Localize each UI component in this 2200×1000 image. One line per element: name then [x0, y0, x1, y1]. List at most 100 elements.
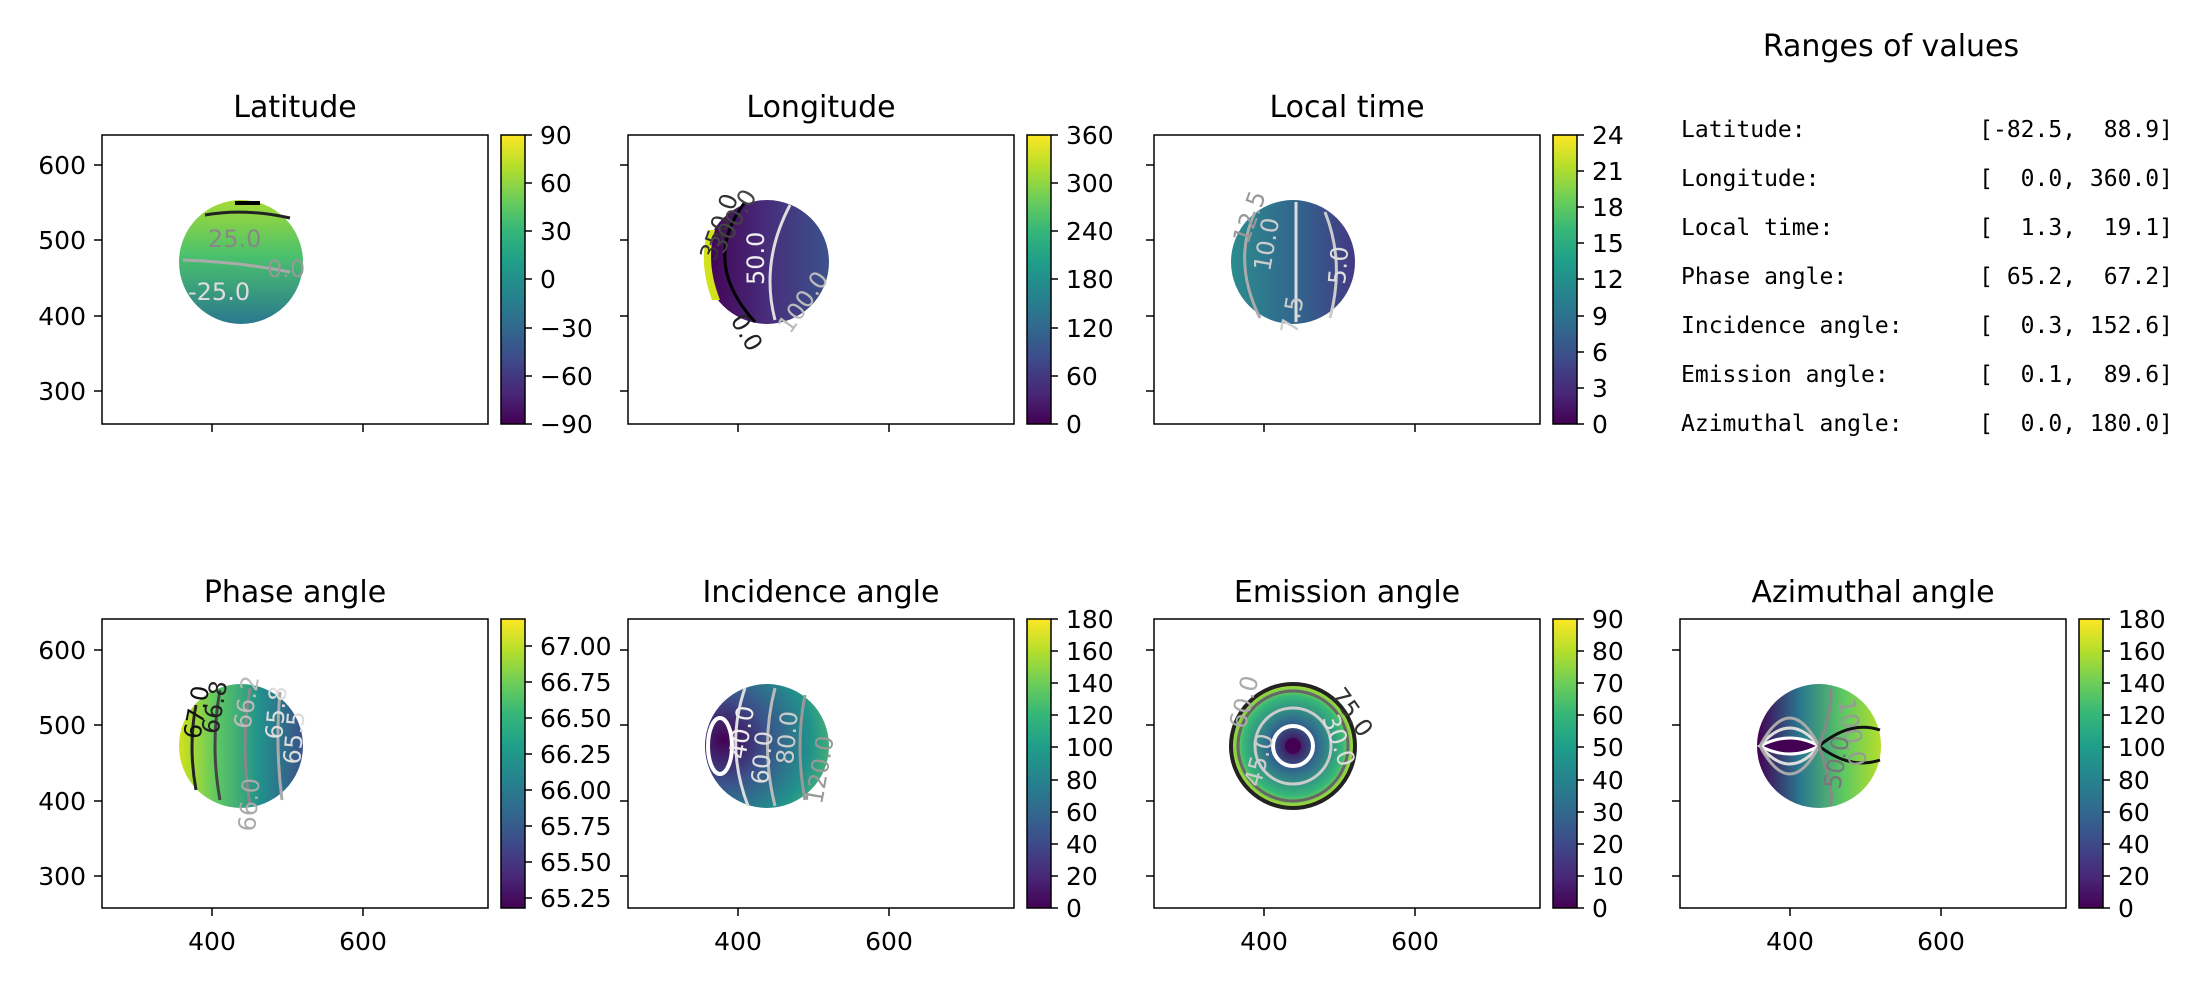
colorbar-tick-label: 100: [2118, 733, 2166, 762]
colorbar-tick-label: 40: [2118, 830, 2150, 859]
contour-label: 25.0: [208, 225, 261, 253]
y-axis: 600 500 400 300: [38, 636, 102, 891]
range-label: Azimuthal angle:: [1681, 411, 1903, 437]
contour-line: [766, 687, 777, 807]
range-value: [ 65.2, 67.2]: [1979, 264, 2173, 290]
panel-title: Emission angle: [1234, 575, 1460, 610]
x-tick-label: 600: [865, 927, 913, 956]
plot-frame: [101, 618, 489, 909]
colorbar-tick-label: 65.25: [540, 884, 612, 913]
panel-longitude: Longitude 50.0 100.0 350.0 300.0 0.0: [620, 90, 1114, 439]
colorbar-tick-label: 160: [2118, 637, 2166, 666]
contour-line: [1243, 211, 1262, 319]
x-tick-label: 600: [1917, 927, 1965, 956]
colorbar-tick-label: 24: [1592, 121, 1624, 150]
plot-frame: [1679, 618, 2067, 909]
colorbar-tick-label: 300: [1066, 169, 1114, 198]
x-tick-label: 400: [1240, 927, 1288, 956]
colorbar-tick-label: 0: [540, 265, 556, 294]
colorbar-tick-label: 80: [1066, 766, 1098, 795]
contour-line: [213, 689, 222, 801]
colorbar-tick-label: 60: [1066, 798, 1098, 827]
colorbar-tick-label: 80: [2118, 766, 2150, 795]
x-tick-label: 400: [1766, 927, 1814, 956]
x-axis: 400 600: [1766, 908, 1965, 956]
y-ticks: [620, 649, 628, 877]
range-value: [-82.5, 88.9]: [1979, 117, 2173, 143]
contour-line: [1229, 682, 1357, 810]
y-tick-label: 300: [38, 862, 86, 891]
range-value: [ 1.3, 19.1]: [1979, 215, 2173, 241]
colorbar-tick-label: 80: [1592, 637, 1624, 666]
colorbar-tick-label: 0: [2118, 894, 2134, 923]
contour-line: [204, 210, 291, 220]
contour-line: [276, 691, 284, 801]
contour-label: 66.0: [233, 777, 266, 833]
disk-edge: [703, 230, 720, 300]
y-ticks: [1672, 649, 1680, 877]
colorbar-tick-label: 90: [1592, 605, 1624, 634]
range-value: [ 0.3, 152.6]: [1979, 313, 2173, 339]
contour-line: [1818, 725, 1881, 765]
contour-line: [768, 204, 792, 321]
y-ticks: [620, 164, 628, 392]
panel-phase-angle: Phase angle 67.0 66.8 66.2 65.8 65.5 66.…: [38, 575, 611, 956]
y-axis: 600 500 400 300: [38, 151, 102, 406]
contour-line: [1253, 706, 1333, 786]
panel-title: Incidence angle: [703, 575, 940, 610]
range-label: Local time:: [1681, 215, 1833, 241]
x-tick-label: 400: [714, 927, 762, 956]
colorbar-tick-label: 65.75: [540, 812, 612, 841]
panel-title: Phase angle: [204, 575, 386, 610]
range-label: Longitude:: [1681, 166, 1819, 192]
colorbar-tick-label: 180: [1066, 605, 1114, 634]
colorbar-tick-label: 30: [540, 217, 572, 246]
x-ticks: [737, 424, 890, 432]
colorbar-tick-label: 65.50: [540, 848, 612, 877]
colorbar-tick-label: 15: [1592, 229, 1624, 258]
contour-label: 65.8: [260, 685, 293, 741]
panel-local-time: Local time 12.5 10.0 5.0 7.5: [1146, 90, 1624, 439]
contour-label: 80.0: [771, 710, 804, 766]
colorbar-tick-label: −30: [540, 314, 593, 343]
colorbar-tick-label: 160: [1066, 637, 1114, 666]
colorbar-tick-label: 120: [2118, 701, 2166, 730]
contour-label: 0.0: [267, 255, 305, 283]
y-tick-label: 300: [38, 377, 86, 406]
panel-latitude: Latitude 25.0 0.0 -25.0 600 500 400 300: [38, 90, 592, 439]
colorbar: 180 160 140 120 100 80 60 40 20 0: [1026, 605, 1114, 923]
colorbar-tick-label: 20: [2118, 862, 2150, 891]
colorbar-tick-label: 90: [540, 121, 572, 150]
y-tick-label: 400: [38, 787, 86, 816]
x-tick-label: 600: [1391, 927, 1439, 956]
x-ticks: [1263, 424, 1416, 432]
contour-line: [182, 258, 291, 274]
colorbar-tick-label: 120: [1066, 701, 1114, 730]
y-ticks: [1146, 649, 1154, 877]
colorbar-tick-label: 40: [1066, 830, 1098, 859]
colorbar-tick-label: 50: [1592, 733, 1624, 762]
colorbar-tick-label: 18: [1592, 193, 1624, 222]
colorbar-tick-label: 140: [2118, 669, 2166, 698]
contour-line: [190, 704, 198, 791]
colorbar-tick-label: 21: [1592, 157, 1624, 186]
panel-title: Local time: [1269, 90, 1424, 125]
ranges-panel: Ranges of values Latitude: [-82.5, 88.9]…: [1681, 29, 2173, 437]
colorbar-tick-label: 60: [2118, 798, 2150, 827]
colorbar-tick-label: 240: [1066, 217, 1114, 246]
panel-incidence-angle: Incidence angle 40.0 60.0 80.0 120.0 400…: [620, 575, 1114, 956]
x-tick-label: 400: [188, 927, 236, 956]
contour-line: [734, 687, 750, 807]
contour-line: [1236, 689, 1350, 803]
colorbar-tick-label: 0: [1592, 410, 1608, 439]
colorbar-tick-label: 6: [1592, 338, 1608, 367]
y-tick-label: 500: [38, 711, 86, 740]
ranges-title: Ranges of values: [1763, 29, 2019, 64]
colorbar-tick-label: 66.00: [540, 776, 612, 805]
range-label: Emission angle:: [1681, 362, 1889, 388]
contour-line: [1271, 724, 1315, 768]
disk-map: [1231, 200, 1355, 324]
x-ticks: [211, 424, 364, 432]
range-label: Latitude:: [1681, 117, 1806, 143]
